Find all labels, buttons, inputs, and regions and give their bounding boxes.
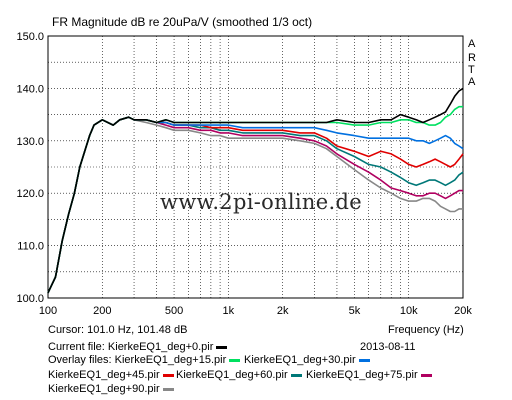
arta-letter: A [468,76,476,88]
series-line [47,87,464,294]
overlay-entry: Overlay files: KierkeEQ1_deg+15.pir [48,354,241,366]
legend-swatch [216,345,228,349]
x-tick-label: 100 [39,305,57,317]
legend-swatch [162,387,174,391]
x-tick-label: 10k [400,305,418,317]
y-tick-label: 100.0 [16,293,44,305]
arta-letter: A [468,38,476,50]
arta-letter: R [468,52,476,64]
date-label: 2013-08-11 [360,341,416,353]
overlay-entry: KierkeEQ1_deg+30.pir [244,354,370,366]
x-tick-labels: 100 200 500 1k 2k 5k 10k 20k [39,305,473,317]
x-tick-label: 20k [454,305,472,317]
overlay-label-90: KierkeEQ1_deg+90.pir [48,383,160,395]
x-tick-label: 2k [277,305,289,317]
overlay-label-45: KierkeEQ1_deg+45.pir [48,369,160,381]
watermark: www.2pi-online.de [160,190,362,214]
current-file-entry: Current file: KierkeEQ1_deg+0.pir [48,341,228,353]
overlay-entry: KierkeEQ1_deg+60.pir [176,369,302,381]
grid-lines [47,35,464,299]
y-tick-label: 130.0 [16,136,44,148]
current-file-label: Current file: KierkeEQ1_deg+0.pir [48,341,214,353]
legend-swatch [290,373,302,377]
arta-letter: T [468,64,475,76]
legend-swatch [420,373,432,377]
overlay-entry: KierkeEQ1_deg+90.pir [48,383,174,395]
plot-area-border [47,35,464,299]
overlay-label-60: KierkeEQ1_deg+60.pir [176,369,288,381]
x-tick-label: 1k [223,305,235,317]
x-axis-label: Frequency (Hz) [388,324,464,336]
overlay-label-15: Overlay files: KierkeEQ1_deg+15.pir [48,354,227,366]
legend-swatch [358,358,370,362]
overlay-label-30: KierkeEQ1_deg+30.pir [244,354,356,366]
cursor-readout: Cursor: 101.0 Hz, 101.48 dB [48,324,188,336]
y-tick-label: 110.0 [17,241,44,253]
overlay-entry: KierkeEQ1_deg+75.pir [306,369,432,381]
chart-title: FR Magnitude dB re 20uPa/V (smoothed 1/3… [52,15,312,29]
x-tick-label: 500 [165,305,183,317]
legend-swatch [229,358,241,362]
overlay-label-75: KierkeEQ1_deg+75.pir [306,369,418,381]
y-tick-labels: 100.0 110.0 120.0 130.0 140.0 150.0 [16,31,44,305]
legend-swatch [162,373,174,377]
y-tick-label: 120.0 [16,188,44,200]
series-lines [47,87,464,294]
x-tick-label: 200 [93,305,111,317]
y-tick-label: 150.0 [16,31,44,43]
y-tick-label: 140.0 [16,83,44,95]
x-tick-label: 5k [349,305,361,317]
overlay-entry: KierkeEQ1_deg+45.pir [48,369,174,381]
